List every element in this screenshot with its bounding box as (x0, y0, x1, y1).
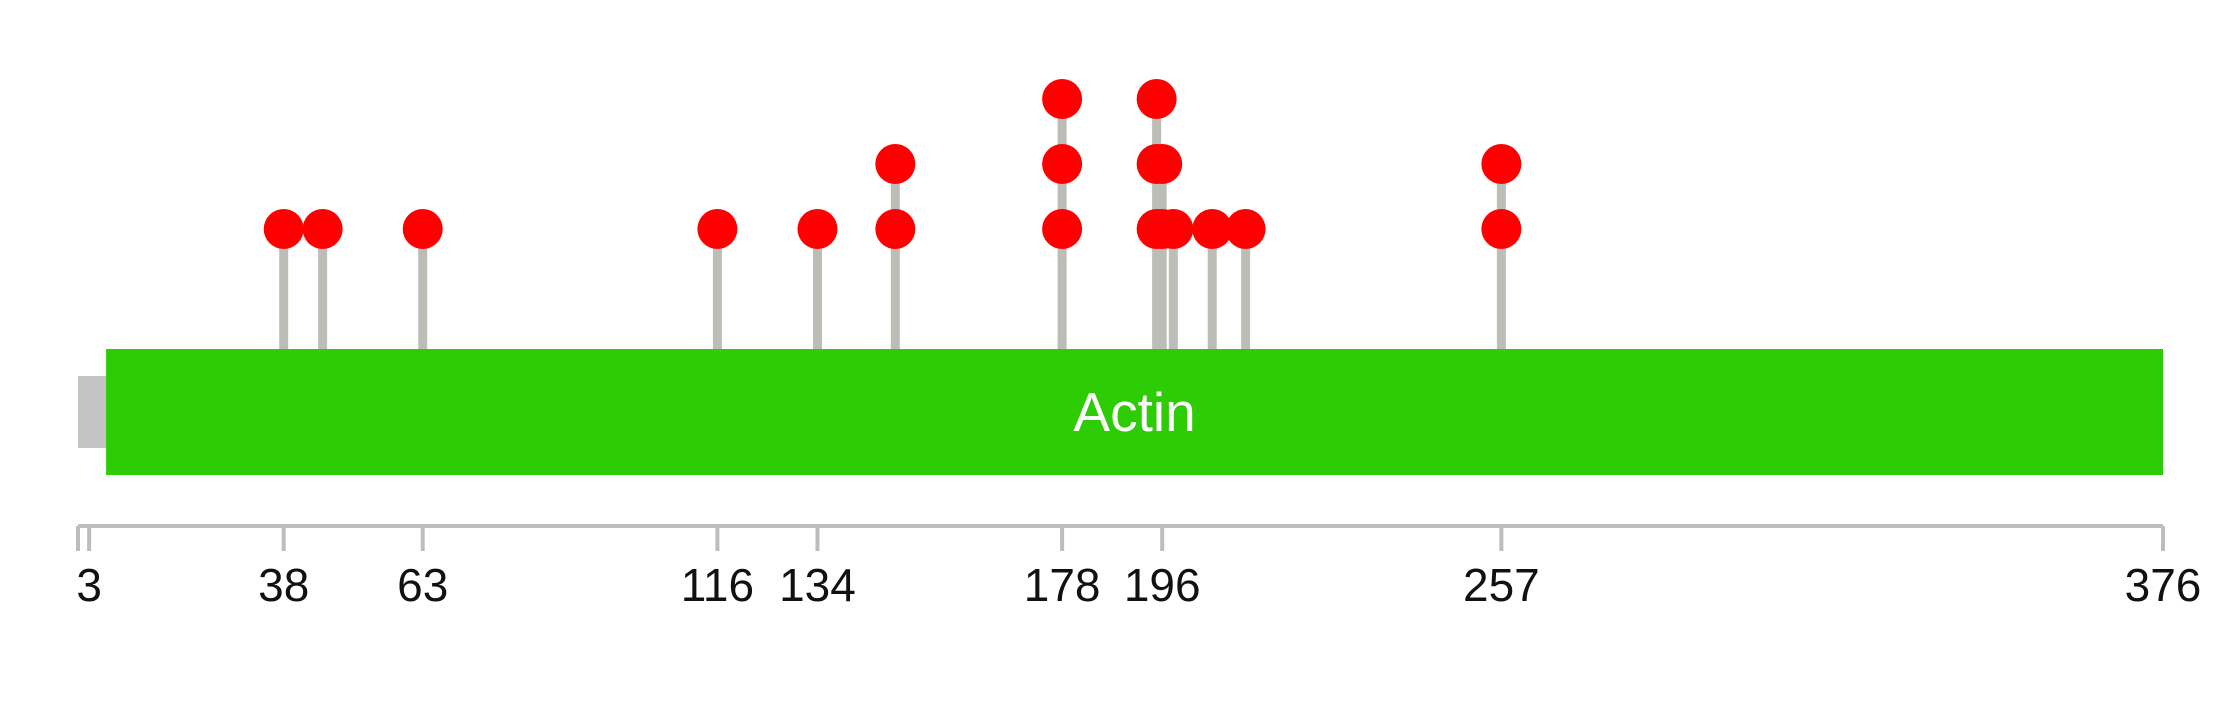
axis-tick-label: 3 (76, 559, 102, 611)
mutation-marker[interactable] (1481, 209, 1522, 249)
axis-tick-label: 196 (1124, 559, 1201, 611)
domain-label: Actin (1073, 381, 1195, 443)
axis-ticks (76, 526, 2165, 551)
axis-tick-label: 376 (2125, 559, 2202, 611)
mutation-marker[interactable] (1192, 209, 1233, 249)
mutation-marker[interactable] (402, 209, 443, 249)
mutation-marker[interactable] (1042, 79, 1083, 119)
mutation-marker[interactable] (302, 209, 343, 249)
mutation-marker[interactable] (1136, 79, 1177, 119)
mutation-marker[interactable] (1225, 209, 1266, 249)
mutation-marker[interactable] (1142, 144, 1183, 184)
mutation-marker[interactable] (1481, 144, 1522, 184)
mutation-stems (279, 99, 1506, 349)
mutation-markers (263, 79, 1522, 249)
mutation-marker[interactable] (697, 209, 738, 249)
mutation-marker[interactable] (875, 144, 916, 184)
mutation-marker[interactable] (1042, 209, 1083, 249)
mutation-marker[interactable] (797, 209, 838, 249)
mutation-marker[interactable] (1042, 144, 1083, 184)
axis-tick-labels: 3 38 63 116 134 178 196 257 376 (76, 559, 2201, 611)
axis-tick-label: 38 (258, 559, 309, 611)
axis-tick-label: 178 (1024, 559, 1101, 611)
actin-domain[interactable] (106, 349, 2163, 475)
axis-tick-label: 134 (779, 559, 856, 611)
axis-tick-label: 63 (397, 559, 448, 611)
axis-tick-label: 116 (681, 559, 754, 611)
axis-tick-label: 257 (1463, 559, 1540, 611)
mutation-marker[interactable] (263, 209, 304, 249)
mutation-marker[interactable] (875, 209, 916, 249)
mutation-marker[interactable] (1153, 209, 1194, 249)
